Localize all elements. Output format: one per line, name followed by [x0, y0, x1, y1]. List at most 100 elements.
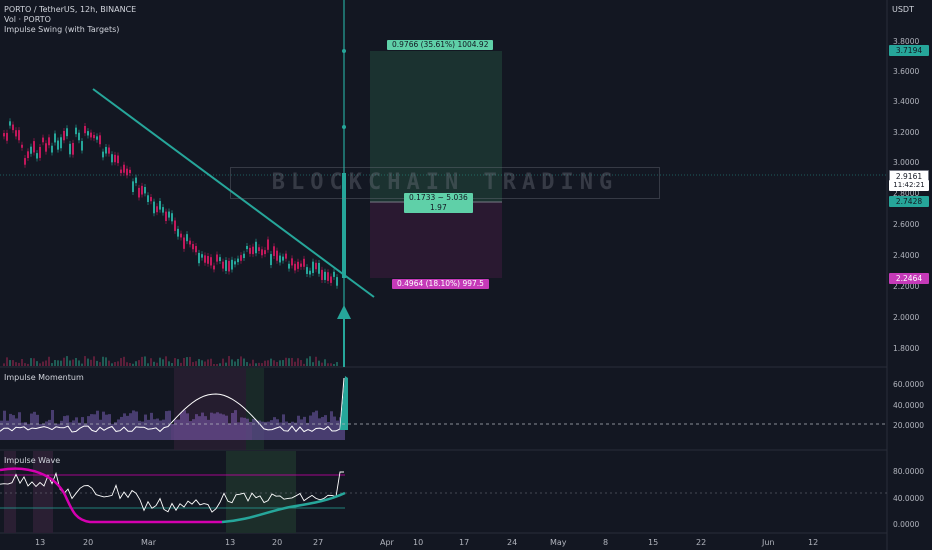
- volume-bar: [198, 359, 200, 366]
- candle-body: [204, 255, 206, 263]
- candle-body: [9, 121, 11, 126]
- momentum-bar: [81, 417, 84, 440]
- volume-bar: [252, 359, 254, 366]
- wave-legend[interactable]: Impulse Wave: [4, 456, 61, 465]
- trend-line[interactable]: [92, 88, 375, 298]
- candle-body: [336, 277, 338, 286]
- profit-zone[interactable]: [370, 51, 502, 202]
- volume-bar: [282, 360, 284, 366]
- momentum-bar: [240, 417, 243, 440]
- profit-label[interactable]: 0.9766 (35.61%) 1004.92: [387, 40, 494, 50]
- momentum-legend[interactable]: Impulse Momentum: [4, 373, 84, 382]
- candle-body: [192, 244, 194, 250]
- candle-body: [267, 239, 269, 250]
- stop-price-tag: 2.2464: [889, 273, 929, 284]
- volume-bar: [123, 356, 125, 366]
- volume-legend[interactable]: Vol · PORTO: [4, 15, 51, 24]
- momentum-bar: [132, 410, 135, 440]
- volume-bar: [6, 357, 8, 366]
- momentum-bar: [180, 412, 183, 440]
- chart-legend[interactable]: PORTO / TetherUS, 12h, BINANCE Vol · POR…: [4, 5, 136, 35]
- candle-body: [174, 220, 176, 231]
- candle-body: [141, 185, 143, 195]
- target-price-tag: 3.7194: [889, 45, 929, 56]
- momentum-pane: [0, 376, 348, 440]
- momentum-bar: [189, 421, 192, 440]
- volume-bar: [333, 363, 335, 366]
- momentum-line: [0, 377, 345, 433]
- momentum-bar: [93, 414, 96, 440]
- candle-body: [225, 260, 227, 271]
- momentum-bar: [12, 415, 15, 440]
- momentum-bar: [171, 423, 174, 440]
- candle-body: [51, 145, 53, 153]
- momentum-bar: [129, 413, 132, 440]
- volume-bar: [321, 362, 323, 366]
- buy-signal-arrow-icon: [337, 305, 351, 319]
- candle-body: [3, 133, 5, 137]
- candle-body: [168, 211, 170, 218]
- momentum-bar: [51, 410, 54, 440]
- date-tick: Mar: [141, 538, 157, 547]
- momentum-bar: [27, 423, 30, 440]
- volume-bar: [225, 362, 227, 366]
- volume-bar: [204, 361, 206, 366]
- price-unit: USDT: [892, 5, 914, 14]
- volume-bar: [84, 356, 86, 366]
- candle-body: [105, 146, 107, 154]
- entry-label[interactable]: 0.1733 ~ 5.036 1.97: [404, 193, 473, 213]
- candle-body: [165, 211, 167, 221]
- candle-body: [18, 130, 20, 141]
- loss-zone[interactable]: [370, 202, 502, 278]
- momentum-bar: [288, 423, 291, 440]
- price-tick: 3.0000: [893, 158, 920, 167]
- price-tick: 2.4000: [893, 251, 920, 260]
- symbol-title[interactable]: PORTO / TetherUS, 12h, BINANCE: [4, 5, 137, 14]
- loss-label[interactable]: 0.4964 (18.10%) 997.5: [392, 279, 489, 289]
- candle-body: [246, 245, 248, 250]
- date-tick: 15: [648, 538, 659, 547]
- candle-body: [237, 258, 239, 263]
- momentum-bar: [117, 419, 120, 440]
- candle-body: [294, 263, 296, 271]
- price-tick: 3.2000: [893, 128, 920, 137]
- momentum-bar: [210, 412, 213, 440]
- volume-bar: [162, 359, 164, 366]
- momentum-bar: [69, 422, 72, 440]
- momentum-bar: [312, 412, 315, 440]
- target-marker-1: [342, 49, 346, 53]
- volume-bar: [228, 356, 230, 366]
- momentum-bar: [192, 419, 195, 440]
- momentum-bar: [135, 411, 138, 440]
- volume-bars: [3, 356, 338, 366]
- candle-body: [321, 269, 323, 280]
- volume-bar: [306, 358, 308, 366]
- momentum-bar: [87, 416, 90, 440]
- breakout-candle: [342, 173, 346, 278]
- momentum-bar: [120, 416, 123, 440]
- candle-body: [102, 151, 104, 158]
- momentum-bar: [195, 414, 198, 440]
- momentum-bar: [15, 418, 18, 440]
- candle-body: [333, 271, 335, 277]
- volume-bar: [96, 360, 98, 366]
- price-tick: 3.4000: [893, 97, 920, 106]
- candle-body: [75, 127, 77, 135]
- momentum-bar: [48, 419, 51, 440]
- entry-price-tag: 2.7428: [889, 196, 929, 207]
- candle-body: [327, 272, 329, 281]
- momentum-bar: [21, 422, 24, 440]
- indicator-legend[interactable]: Impulse Swing (with Targets): [4, 25, 120, 34]
- candle-body: [261, 249, 263, 256]
- volume-bar: [135, 361, 137, 366]
- candle-body: [66, 128, 68, 137]
- momentum-bar: [6, 420, 9, 440]
- momentum-bar: [186, 413, 189, 440]
- candle-body: [54, 133, 56, 143]
- volume-bar: [141, 356, 143, 366]
- volume-bar: [105, 357, 107, 366]
- volume-bar: [33, 358, 35, 366]
- volume-bar: [210, 358, 212, 366]
- volume-bar: [138, 360, 140, 366]
